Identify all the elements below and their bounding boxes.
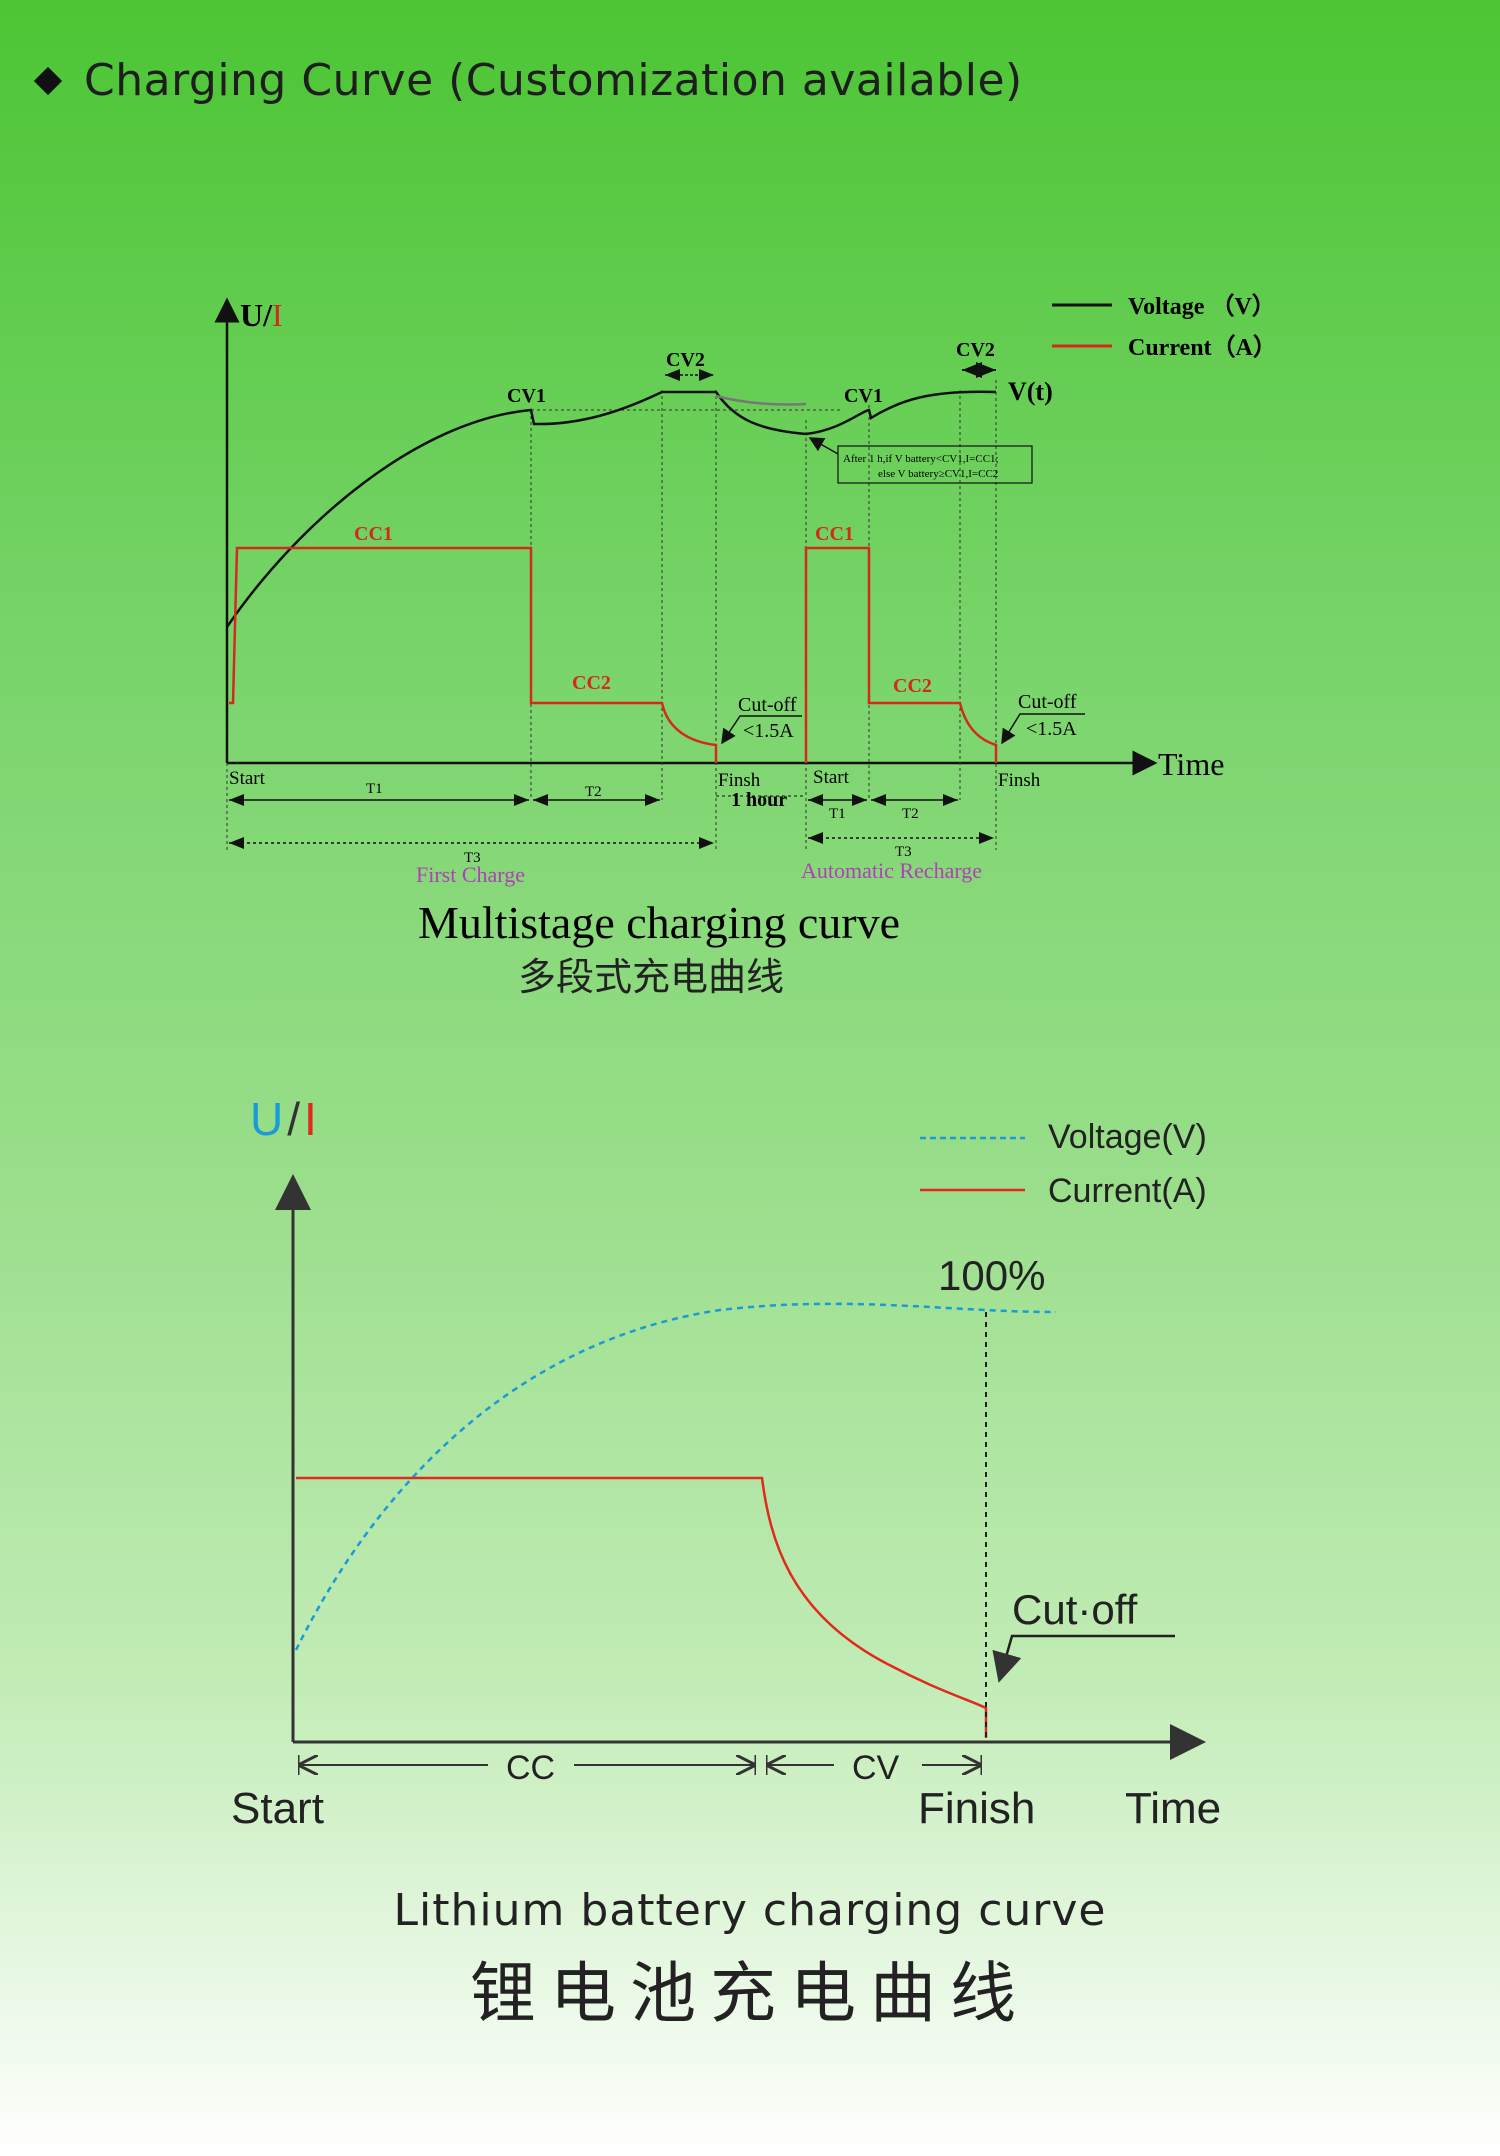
- d1-caption-en: Multistage charging curve: [418, 897, 900, 948]
- d1-axis-u-label: U/I: [240, 297, 283, 333]
- d2-caption-en: Lithium battery charging curve: [393, 1885, 1107, 1936]
- d1-cutoff-label-a: Cut-off: [738, 694, 797, 716]
- d1-cc1-label-b: CC1: [815, 523, 854, 545]
- d1-t2-label-b: T2: [902, 806, 919, 822]
- d1-cv1-label-a: CV1: [507, 385, 546, 407]
- d2-start-label: Start: [231, 1784, 324, 1833]
- d1-t2-label-a: T2: [585, 784, 602, 800]
- d2-cc-label: CC: [506, 1749, 555, 1787]
- d1-axis-time-label: Time: [1158, 746, 1224, 782]
- d2-voltage-curve: [294, 1302, 1057, 1651]
- d2-cutoff-pointer: [992, 1634, 1175, 1683]
- d1-current-curve: [229, 546, 998, 763]
- d1-cutoff-label-b: Cut-off: [1018, 691, 1077, 713]
- d1-finish-label-b: Finsh: [998, 770, 1041, 791]
- d1-finish-label-a: Finsh: [718, 770, 761, 791]
- d1-cutoff-value-a: <1.5A: [743, 720, 794, 742]
- d1-cutoff-value-b: <1.5A: [1026, 718, 1077, 740]
- d1-t3-label-b: T3: [895, 844, 912, 860]
- d1-cv2-label-a: CV2: [666, 349, 705, 371]
- d2-full-label: 100%: [938, 1252, 1045, 1299]
- d2-legend-current: Current(A): [1048, 1172, 1207, 1210]
- lithium-charging-diagram: U/I Voltage(V) Current(A) 100% Cut·off C…: [231, 1100, 1221, 1833]
- d1-legend-voltage: Voltage （V）: [1128, 293, 1276, 320]
- d1-note-box: [837, 445, 1033, 484]
- d1-voltage-decay-gray: [715, 394, 807, 406]
- d1-note-line1: After 1 h,if V battery<CV1,I=CC1;: [843, 453, 999, 465]
- d2-axis-label: U/I: [250, 1100, 317, 1145]
- d1-one-hour-label: 1 hour: [731, 789, 787, 811]
- multistage-charging-diagram: U/I Time Voltage （V） Current（A） CV1 CV1 …: [214, 293, 1277, 999]
- d1-cc1-label-a: CC1: [354, 523, 393, 545]
- d1-legend-current: Current（A）: [1128, 334, 1277, 361]
- d1-cutoff-pointer-a: [721, 715, 802, 745]
- d1-t1-label-b: T1: [829, 806, 846, 822]
- d2-cutoff-label: Cut·off: [1012, 1586, 1138, 1633]
- header: Charging Curve (Customization available): [30, 55, 1023, 106]
- d1-caption-cn: 多段式充电曲线: [518, 957, 784, 999]
- d1-voltage-curve: [225, 390, 997, 628]
- d1-dimensions-recharge: [808, 794, 994, 844]
- d1-dimensions-first: [229, 794, 714, 849]
- d2-caption-cn: 锂电池充电曲线: [470, 1955, 1030, 2032]
- d1-note-pointer: [808, 437, 839, 455]
- d1-vt-label: V(t): [1008, 377, 1053, 406]
- d1-cc2-label-a: CC2: [572, 672, 611, 694]
- d1-cutoff-pointer-b: [1001, 713, 1085, 745]
- d1-cc2-label-b: CC2: [893, 675, 932, 697]
- d2-legend-voltage: Voltage(V): [1048, 1118, 1207, 1156]
- d1-cv1-label-b: CV1: [844, 385, 883, 407]
- d1-t1-label-a: T1: [366, 781, 383, 797]
- d1-start-label-a: Start: [229, 768, 266, 789]
- d1-guide-lines: [226, 380, 997, 850]
- page-title: Charging Curve (Customization available): [84, 55, 1023, 106]
- d1-note-line2: else V battery≥CV1,I=CC2: [878, 468, 998, 480]
- d1-first-charge-label: First Charge: [416, 862, 525, 887]
- d1-t3-label-a: T3: [464, 850, 481, 866]
- d2-time-label: Time: [1125, 1784, 1221, 1833]
- d1-auto-recharge-label: Automatic Recharge: [801, 858, 982, 883]
- d2-cv-label: CV: [852, 1749, 900, 1787]
- d1-cv2-label-b: CV2: [956, 339, 995, 361]
- d2-finish-label: Finish: [918, 1784, 1035, 1833]
- d2-current-curve: [296, 1476, 988, 1738]
- d1-start-label-b: Start: [813, 767, 850, 788]
